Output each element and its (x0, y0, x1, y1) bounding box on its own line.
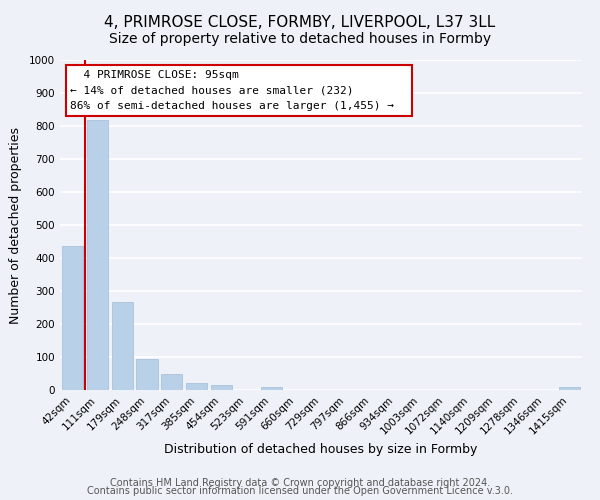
Bar (261, 387, 282, 390)
Bar (62, 246, 83, 390)
X-axis label: Distribution of detached houses by size in Formby: Distribution of detached houses by size … (164, 444, 478, 456)
Text: 4 PRIMROSE CLOSE: 95sqm
← 14% of detached houses are smaller (232)
86% of semi-d: 4 PRIMROSE CLOSE: 95sqm ← 14% of detache… (70, 70, 408, 111)
Bar (87, 120, 108, 390)
Bar (161, 374, 182, 390)
Text: Contains public sector information licensed under the Open Government Licence v.: Contains public sector information licen… (87, 486, 513, 496)
Bar (211, 385, 232, 390)
Text: Size of property relative to detached houses in Formby: Size of property relative to detached ho… (109, 32, 491, 46)
Bar (136, 360, 158, 390)
Bar (186, 382, 207, 390)
Y-axis label: Number of detached properties: Number of detached properties (9, 126, 22, 324)
Text: 4, PRIMROSE CLOSE, FORMBY, LIVERPOOL, L37 3LL: 4, PRIMROSE CLOSE, FORMBY, LIVERPOOL, L3… (104, 15, 496, 30)
Bar (112, 302, 133, 390)
Text: Contains HM Land Registry data © Crown copyright and database right 2024.: Contains HM Land Registry data © Crown c… (110, 478, 490, 488)
Bar (559, 387, 580, 390)
